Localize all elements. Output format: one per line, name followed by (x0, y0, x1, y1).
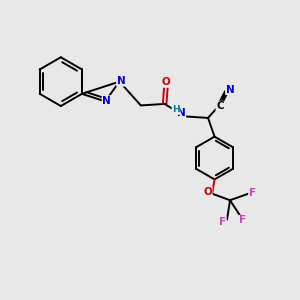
Text: F: F (239, 215, 246, 225)
Text: C: C (216, 101, 224, 111)
Text: F: F (249, 188, 256, 198)
Text: H: H (172, 105, 180, 114)
Text: O: O (162, 77, 170, 87)
Text: N: N (102, 96, 111, 106)
Text: F: F (219, 217, 226, 227)
Text: N: N (117, 76, 125, 86)
Text: N: N (226, 85, 234, 95)
Text: N: N (177, 108, 186, 118)
Text: O: O (203, 187, 212, 197)
